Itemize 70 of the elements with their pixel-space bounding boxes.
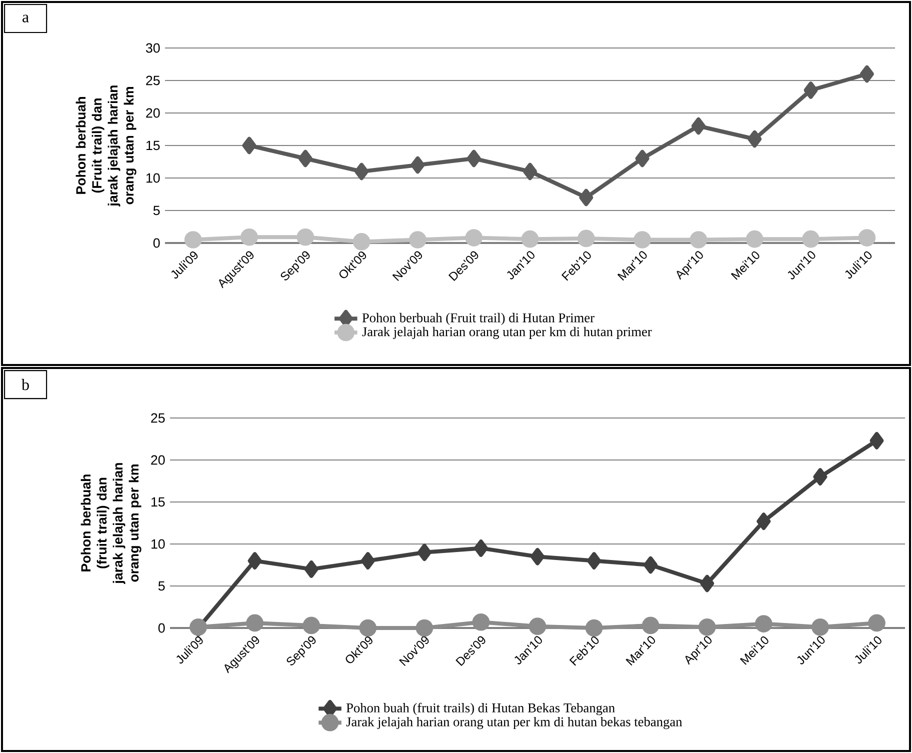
point bbox=[746, 230, 764, 248]
point bbox=[352, 233, 370, 250]
point bbox=[860, 65, 874, 83]
text: a bbox=[22, 14, 29, 22]
point bbox=[466, 150, 481, 168]
y-tick-label: 10 bbox=[151, 539, 165, 549]
point bbox=[416, 619, 434, 637]
point bbox=[298, 150, 312, 168]
point bbox=[870, 432, 884, 450]
y-tick-label: 20 bbox=[146, 108, 160, 118]
point bbox=[868, 614, 886, 632]
y-tick-label: 5 bbox=[153, 206, 160, 216]
point bbox=[644, 556, 658, 574]
y-tick-label: 15 bbox=[146, 140, 160, 150]
point bbox=[474, 540, 488, 557]
point bbox=[521, 230, 539, 248]
point bbox=[184, 231, 202, 248]
point bbox=[691, 117, 706, 135]
point bbox=[585, 619, 603, 637]
point bbox=[587, 552, 602, 570]
point bbox=[246, 614, 264, 632]
point bbox=[296, 228, 314, 246]
point bbox=[804, 82, 818, 99]
y-tick-label: 15 bbox=[151, 497, 165, 507]
point bbox=[354, 162, 369, 180]
point bbox=[690, 231, 708, 248]
point bbox=[248, 552, 262, 570]
point bbox=[813, 468, 828, 486]
point bbox=[802, 230, 820, 248]
point bbox=[240, 228, 258, 246]
y-tick-label: 30 bbox=[146, 43, 160, 53]
y-tick-label: 20 bbox=[151, 455, 165, 465]
point bbox=[465, 229, 483, 246]
point bbox=[528, 618, 546, 635]
legend-label: Pohon berbuah (Fruit trail) di Hutan Primer bbox=[362, 312, 594, 326]
point bbox=[755, 615, 772, 632]
point bbox=[409, 231, 426, 248]
text: b bbox=[22, 378, 29, 390]
point bbox=[748, 130, 762, 148]
point bbox=[579, 188, 594, 206]
point bbox=[417, 544, 432, 562]
point bbox=[530, 548, 545, 566]
y-axis-title: Pohon berbuah (fruit trail) dan jarak jelajah harian orang utan per km bbox=[80, 463, 142, 584]
y-tick-label: 0 bbox=[153, 238, 160, 248]
legend-label: Pohon buah (fruit trails) di Hutan Bekas Tebangan bbox=[346, 702, 615, 716]
y-tick-label: 10 bbox=[146, 173, 160, 183]
point bbox=[302, 616, 320, 634]
point bbox=[360, 552, 375, 570]
point bbox=[410, 156, 425, 174]
point bbox=[635, 150, 650, 168]
point bbox=[242, 136, 256, 154]
y-axis-title: Pohon berbuah (Fruit trail) dan jarak jelajah harian orang utan per km bbox=[76, 86, 136, 206]
y-tick-label: 5 bbox=[158, 581, 165, 591]
legend-label: Jarak jelajah harian orang utan per km di hutan bekas tebangan bbox=[346, 716, 682, 730]
point bbox=[642, 616, 660, 634]
point bbox=[858, 229, 876, 246]
y-tick-label: 25 bbox=[146, 76, 160, 86]
y-tick-label: 0 bbox=[158, 623, 165, 633]
point bbox=[523, 162, 538, 180]
point bbox=[756, 512, 771, 530]
point bbox=[304, 560, 318, 578]
point bbox=[700, 574, 714, 592]
point bbox=[812, 618, 829, 636]
point bbox=[577, 230, 595, 248]
point bbox=[472, 613, 490, 631]
legend-label: Jarak jelajah harian orang utan per km di hutan primer bbox=[362, 326, 652, 339]
point bbox=[634, 231, 651, 248]
point bbox=[698, 618, 716, 636]
point bbox=[359, 619, 377, 637]
y-tick-label: 25 bbox=[151, 413, 165, 423]
